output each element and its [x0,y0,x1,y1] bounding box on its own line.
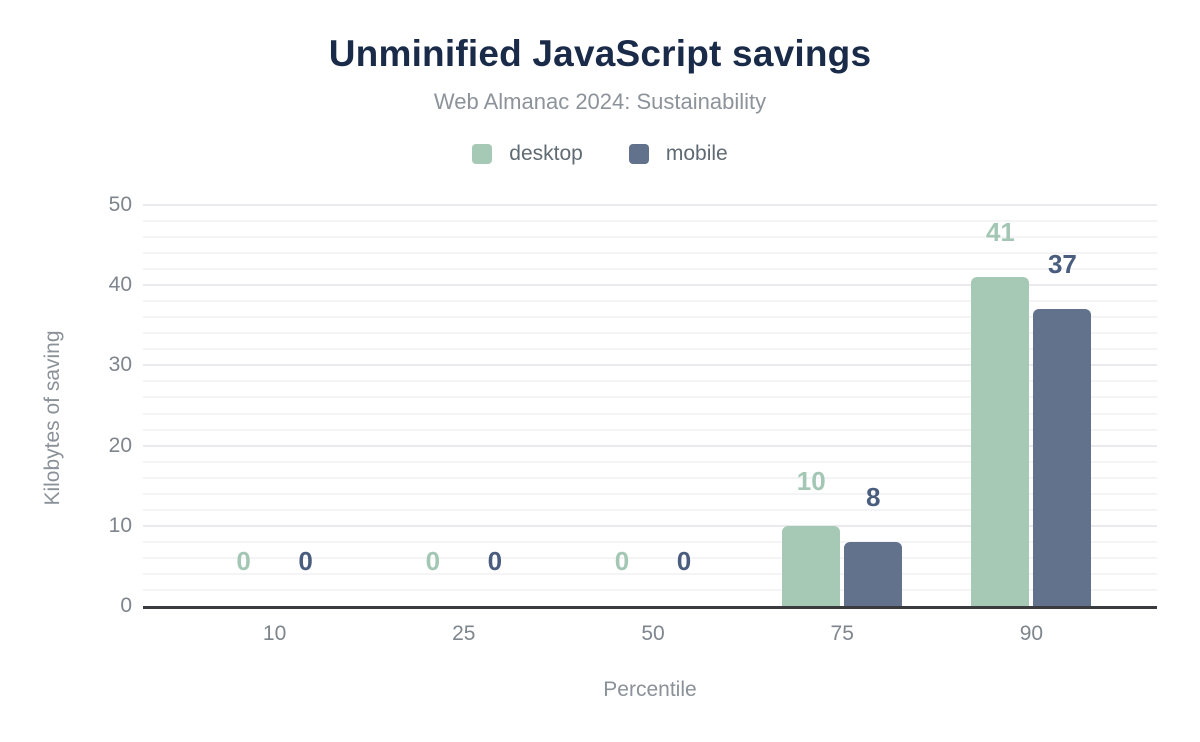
x-tick-label: 10 [262,622,287,645]
bar-group-desktop: 0 [215,205,273,606]
chart-title: Unminified JavaScript savings [328,33,872,74]
y-tick-label: 30 [108,353,132,377]
bar-group-mobile: 0 [466,205,524,606]
bar-desktop-p75 [782,525,841,606]
minor-gridline [143,588,1157,591]
category-slot-10: 0 0 10 [180,205,369,645]
bar-group-desktop: 41 [971,205,1030,606]
bar-value-label-desktop: 0 [425,546,441,576]
x-tick-label: 90 [1019,622,1044,645]
legend: desktop mobile [0,142,1200,166]
bar-group-mobile: 8 [844,205,903,606]
bar-mobile-p75 [844,541,903,606]
minor-gridline [143,300,1157,303]
bar-value-label-mobile: 8 [865,481,881,512]
minor-gridline [143,476,1157,479]
minor-gridline [143,236,1157,239]
plot-area: 0 10 20 30 40 50 0 0 10 0 0 25 0 0 50 10 8 75 41 37 90 [109,193,1157,645]
bar-desktop-p90 [971,277,1030,606]
y-tick-label: 50 [108,193,132,216]
major-gridline [143,444,1157,447]
minor-gridline [143,316,1157,319]
minor-gridline [143,348,1157,351]
bar-group-desktop: 0 [404,205,462,606]
category-slot-75: 10 8 75 [748,205,937,645]
category-slots: 0 0 10 0 0 25 0 0 50 10 8 75 41 37 90 [180,205,1126,645]
minor-gridline [143,412,1157,415]
minor-gridline [143,540,1157,543]
y-tick-label: 20 [108,433,132,457]
category-slot-90: 41 37 90 [937,205,1126,645]
bar-mobile-p90 [1033,309,1092,606]
bar-value-label-desktop: 10 [796,465,826,496]
minor-gridline [143,268,1157,271]
category-slot-25: 0 0 25 [369,205,558,645]
minor-gridline [143,556,1157,559]
major-gridline [143,284,1157,287]
bar-group-desktop: 10 [782,205,841,606]
x-tick-label: 25 [452,622,476,645]
major-gridline [143,524,1157,527]
chart-subtitle: Web Almanac 2024: Sustainability [433,89,767,114]
minor-gridline [143,252,1157,255]
minor-gridline [143,380,1157,383]
minor-gridline [143,332,1157,335]
y-axis-title: Kilobytes of saving [41,330,64,506]
bar-value-label-mobile: 37 [1047,249,1077,280]
legend-item-desktop: desktop [472,142,583,166]
bar-group-mobile: 0 [655,205,713,606]
bar-value-label-desktop: 41 [985,217,1015,248]
minor-gridline [143,508,1157,511]
bar-value-label-mobile: 0 [298,546,313,576]
legend-label-desktop: desktop [509,142,583,165]
legend-swatch-desktop [472,144,493,164]
y-tick-label: 10 [108,513,132,537]
legend-item-mobile: mobile [628,142,728,166]
legend-swatch-mobile [628,144,649,164]
bar-value-label-mobile: 0 [487,546,503,576]
y-tick-label: 0 [120,594,132,617]
minor-gridline [143,428,1157,431]
major-gridline [143,364,1157,367]
bar-group-mobile: 37 [1033,205,1092,606]
x-tick-label: 75 [830,622,854,645]
y-tick-label: 40 [108,273,132,297]
minor-gridline [143,220,1157,223]
bar-value-label-mobile: 0 [676,546,692,576]
minor-gridline [143,460,1157,463]
minor-gridline [143,492,1157,495]
x-tick-label: 50 [641,622,665,645]
bar-value-label-desktop: 0 [614,546,630,576]
x-axis-title: Percentile [603,678,697,701]
bar-group-mobile: 0 [277,205,335,606]
minor-gridline [143,572,1157,575]
category-slot-50: 0 0 50 [558,205,747,645]
minor-gridline [143,396,1157,399]
major-gridline [143,204,1157,206]
legend-label-mobile: mobile [665,142,728,165]
bar-value-label-desktop: 0 [236,546,251,576]
bar-group-desktop: 0 [593,205,651,606]
